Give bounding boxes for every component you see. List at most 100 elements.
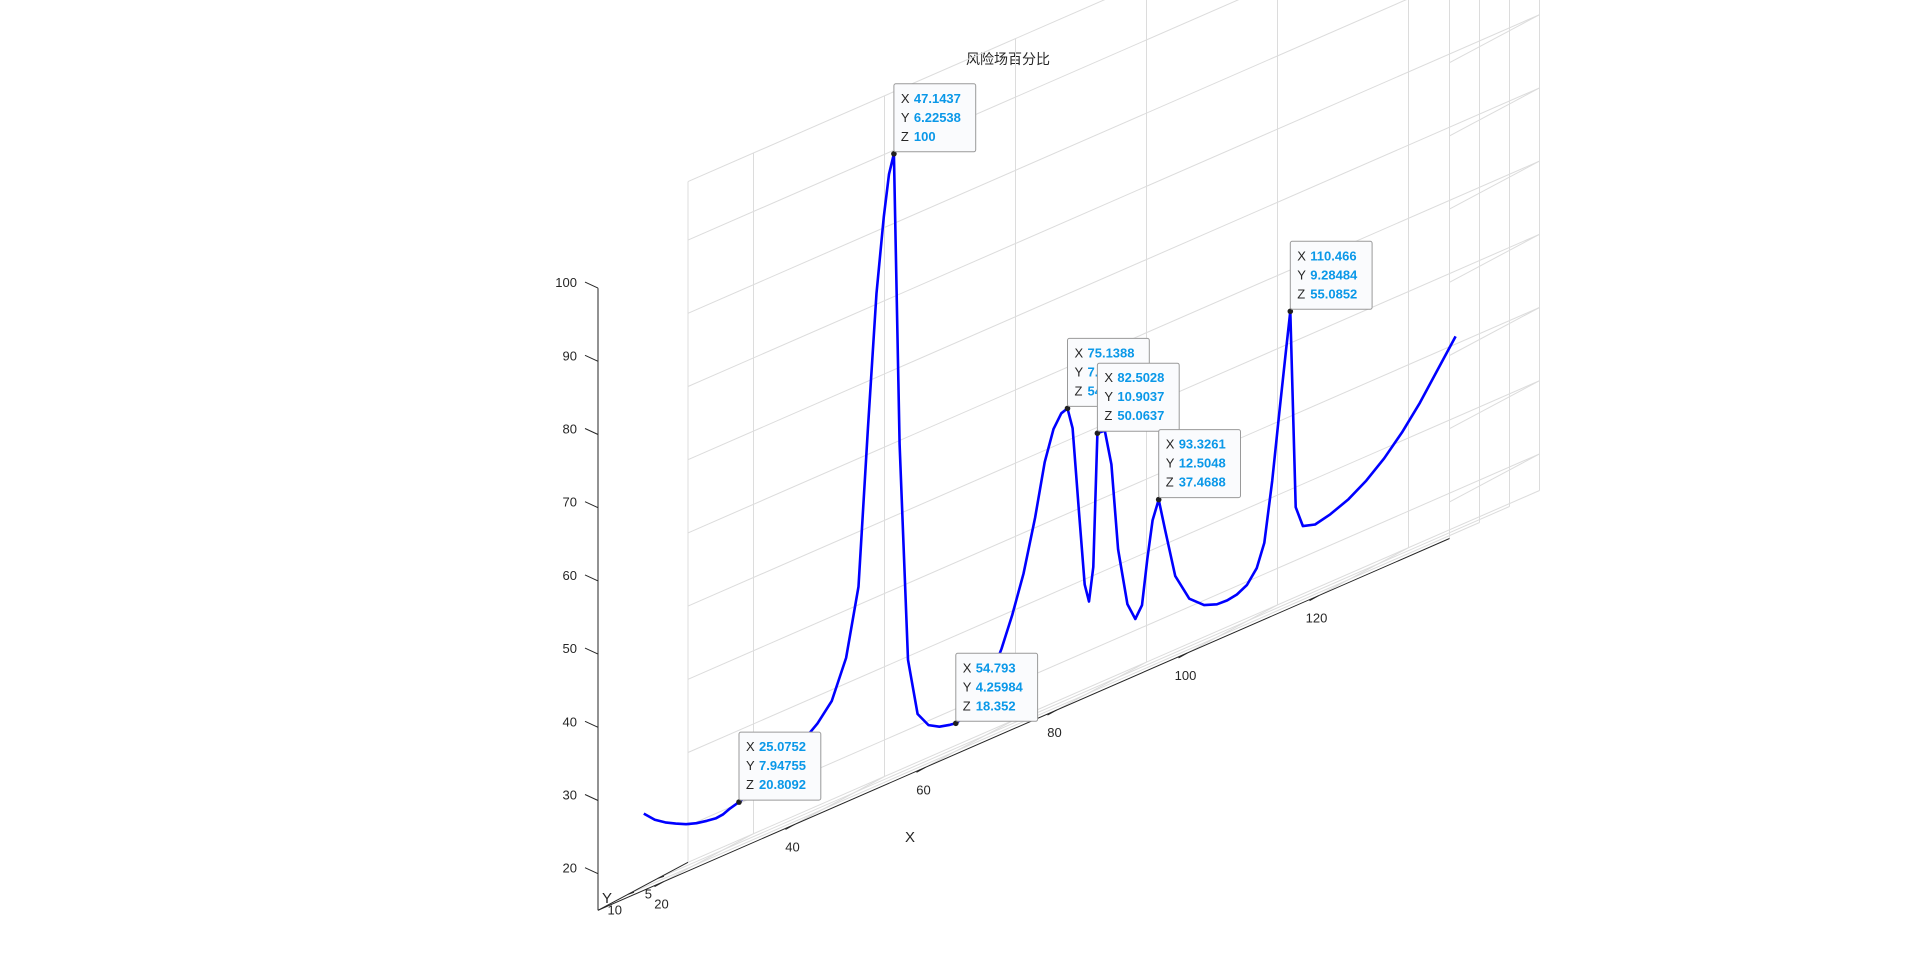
x-tick-mark: [1047, 709, 1057, 716]
data-tip: X 93.3261 Y 12.5048 Z 37.4688: [1155, 429, 1241, 503]
data-tip-key: Y: [1166, 456, 1175, 471]
x-tick-label: 60: [916, 782, 930, 797]
x-tick-label: 80: [1047, 725, 1061, 740]
data-tip-key: Y: [1075, 364, 1084, 379]
grid-line: [1449, 87, 1540, 137]
data-tip-value: 9.28484: [1310, 267, 1358, 282]
grid: [627, 0, 1540, 895]
data-tip-value: 12.5048: [1179, 456, 1226, 471]
data-tip: X 110.466 Y 9.28484 Z 55.0852: [1287, 240, 1373, 315]
grid-line: [687, 0, 1106, 183]
data-tip-key: Z: [1104, 408, 1112, 423]
data-tip-value: 100: [914, 129, 936, 144]
data-tip-value: 18.352: [976, 698, 1016, 713]
x-tick-mark: [1309, 595, 1319, 602]
z-tick-mark: [584, 574, 599, 582]
z-tick-mark: [584, 501, 599, 509]
grid-line: [687, 380, 1540, 753]
data-tip-key: X: [1075, 345, 1084, 360]
z-tick-label: 60: [563, 568, 577, 583]
z-tick-mark: [584, 281, 599, 289]
z-tick-label: 90: [563, 348, 577, 363]
x-axis-line: [597, 538, 1450, 911]
data-tip-key: X: [1297, 248, 1306, 263]
chart-title: 风险场百分比: [966, 52, 1050, 68]
z-tick-label: 100: [555, 275, 577, 290]
grid-line: [663, 833, 754, 883]
z-tick-mark: [584, 794, 599, 801]
data-tip-marker: [1155, 496, 1162, 503]
z-tick-label: 40: [563, 714, 577, 729]
x-tick-label: 40: [785, 840, 799, 855]
data-tip-marker: [953, 720, 959, 727]
x-tick-mark: [785, 824, 795, 830]
y-tick-mark: [657, 875, 665, 879]
data-tip-key: Z: [1166, 475, 1174, 490]
x-tick-label: 120: [1306, 611, 1328, 626]
y-axis-label: Y: [602, 890, 612, 907]
grid-line: [794, 776, 885, 825]
data-tip-value: 82.5028: [1117, 370, 1164, 385]
grid-line: [687, 0, 1240, 241]
data-tip-value: 6.22538: [914, 110, 961, 125]
data-tip-key: Y: [1104, 389, 1113, 404]
z-tick-label: 50: [563, 641, 577, 656]
data-tip-value: 25.0752: [759, 739, 806, 754]
y-tick-mark: [627, 891, 635, 895]
data-tip-value: 4.25984: [976, 679, 1024, 694]
data-tip-value: 37.4688: [1179, 475, 1226, 490]
data-tip-value: 50.0637: [1117, 408, 1164, 423]
grid-line: [687, 87, 1540, 461]
data-tip-marker: [891, 151, 897, 157]
y-tick-label: 5: [645, 886, 652, 901]
grid-line: [687, 14, 1540, 387]
data-tip-box: [955, 652, 1039, 722]
data-tip-box: [738, 731, 822, 801]
data-tip: X 82.5028 Y 10.9037 Z 50.0637: [1094, 362, 1180, 437]
tick-labels: 20 40 60 80 100 120 5 10 20 30 40 50 60 70 80 90 100: [555, 275, 1327, 917]
data-tip: X 54.793 Y 4.25984 Z 18.352: [953, 652, 1039, 727]
data-tip-key: Z: [746, 777, 754, 792]
grid-line: [627, 522, 1480, 895]
grid-line: [1449, 160, 1540, 210]
grid-line: [1187, 604, 1278, 654]
z-tick-label: 70: [563, 495, 577, 510]
data-tip-box: [893, 83, 977, 153]
x-axis-label: X: [905, 829, 915, 846]
grid-line: [1449, 453, 1540, 503]
grid-line: [687, 453, 1540, 827]
grid-line: [1056, 661, 1147, 711]
grid-line: [687, 490, 1540, 863]
data-tip-value: 93.3261: [1179, 437, 1226, 452]
grid-line: [657, 506, 1510, 879]
data-tip-value: 55.0852: [1310, 286, 1357, 301]
y-axis-line: [597, 861, 689, 911]
data-tip-key: Y: [901, 110, 910, 125]
data-tip-key: Z: [1297, 286, 1305, 301]
data-tip-box: [1289, 240, 1373, 310]
x-tick-label: 100: [1175, 668, 1197, 683]
data-tip-value: 54.793: [976, 660, 1016, 675]
data-tips: X 25.0752 Y 7.94755 Z 20.8092 X 47.1437 Y 6.22538…: [736, 83, 1373, 805]
data-tip-value: 47.1437: [914, 91, 961, 106]
data-tip: X 47.1437 Y 6.22538 Z 100: [891, 83, 977, 157]
data-tip-key: Z: [1075, 383, 1083, 398]
data-tip-marker: [1094, 430, 1101, 437]
data-tip-key: X: [1166, 437, 1175, 452]
z-tick-mark: [584, 428, 599, 435]
data-tip-key: X: [963, 660, 972, 675]
z-tick-mark: [584, 867, 599, 875]
data-tip-marker: [1064, 405, 1071, 412]
x-tick-label: 20: [654, 897, 668, 912]
z-tick-mark: [584, 647, 599, 655]
x-tick-mark: [654, 881, 664, 888]
data-tip-value: 110.466: [1310, 248, 1356, 263]
data-tip-value: 10.9037: [1117, 389, 1164, 404]
data-tip-key: X: [1104, 370, 1113, 385]
data-tip-marker: [1287, 308, 1294, 315]
grid-line: [1449, 380, 1540, 430]
data-tip-value: 20.8092: [759, 777, 806, 792]
x-tick-mark: [1178, 652, 1188, 659]
data-tip-key: Y: [963, 679, 972, 694]
